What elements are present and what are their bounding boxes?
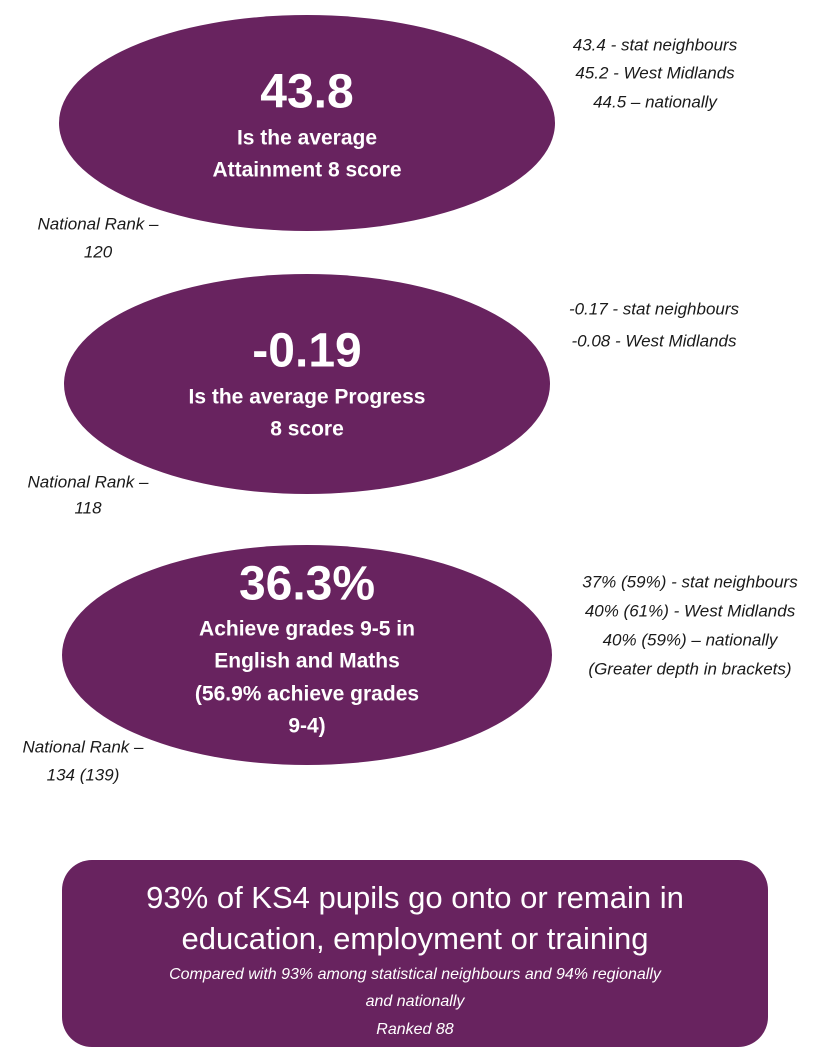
- footer-box: [62, 860, 768, 1047]
- description: Attainment 8 score: [212, 159, 401, 182]
- rank: 118: [74, 498, 102, 517]
- description: 8 score: [270, 418, 344, 441]
- stat-ellipse: [59, 15, 555, 231]
- description: 9-4): [288, 715, 325, 738]
- description: English and Maths: [214, 650, 400, 673]
- rank: National Rank –: [38, 214, 160, 233]
- comparison: 40% (59%) – nationally: [603, 630, 779, 649]
- description: Is the average: [237, 127, 377, 150]
- rank: 134 (139): [47, 765, 120, 784]
- comparison: 45.2 - West Midlands: [575, 63, 735, 82]
- comparison: -0.17 - stat neighbours: [569, 299, 740, 318]
- footer-title: education, employment or training: [182, 921, 649, 956]
- headline: 36.3%: [239, 558, 375, 611]
- stat-ellipse: [64, 274, 550, 494]
- comparison: 44.5 – nationally: [593, 92, 718, 111]
- rank: 120: [84, 242, 113, 261]
- stat-ellipse: [62, 545, 552, 765]
- comparison: -0.08 - West Midlands: [571, 331, 737, 350]
- headline: -0.19: [252, 325, 361, 378]
- footer-note: and nationally: [366, 993, 466, 1010]
- description: Is the average Progress: [189, 386, 426, 409]
- comparison: 40% (61%) - West Midlands: [585, 601, 796, 620]
- footer-note: Ranked 88: [376, 1021, 453, 1038]
- rank: National Rank –: [23, 737, 145, 756]
- footer-title: 93% of KS4 pupils go onto or remain in: [146, 880, 684, 915]
- description: Achieve grades 9-5 in: [199, 618, 415, 641]
- headline: 43.8: [260, 66, 353, 119]
- footer-note: Compared with 93% among statistical neig…: [169, 966, 662, 983]
- rank: National Rank –: [28, 472, 150, 491]
- comparison: (Greater depth in brackets): [588, 659, 791, 678]
- description: (56.9% achieve grades: [195, 683, 419, 706]
- comparison: 37% (59%) - stat neighbours: [582, 572, 798, 591]
- comparison: 43.4 - stat neighbours: [573, 35, 738, 54]
